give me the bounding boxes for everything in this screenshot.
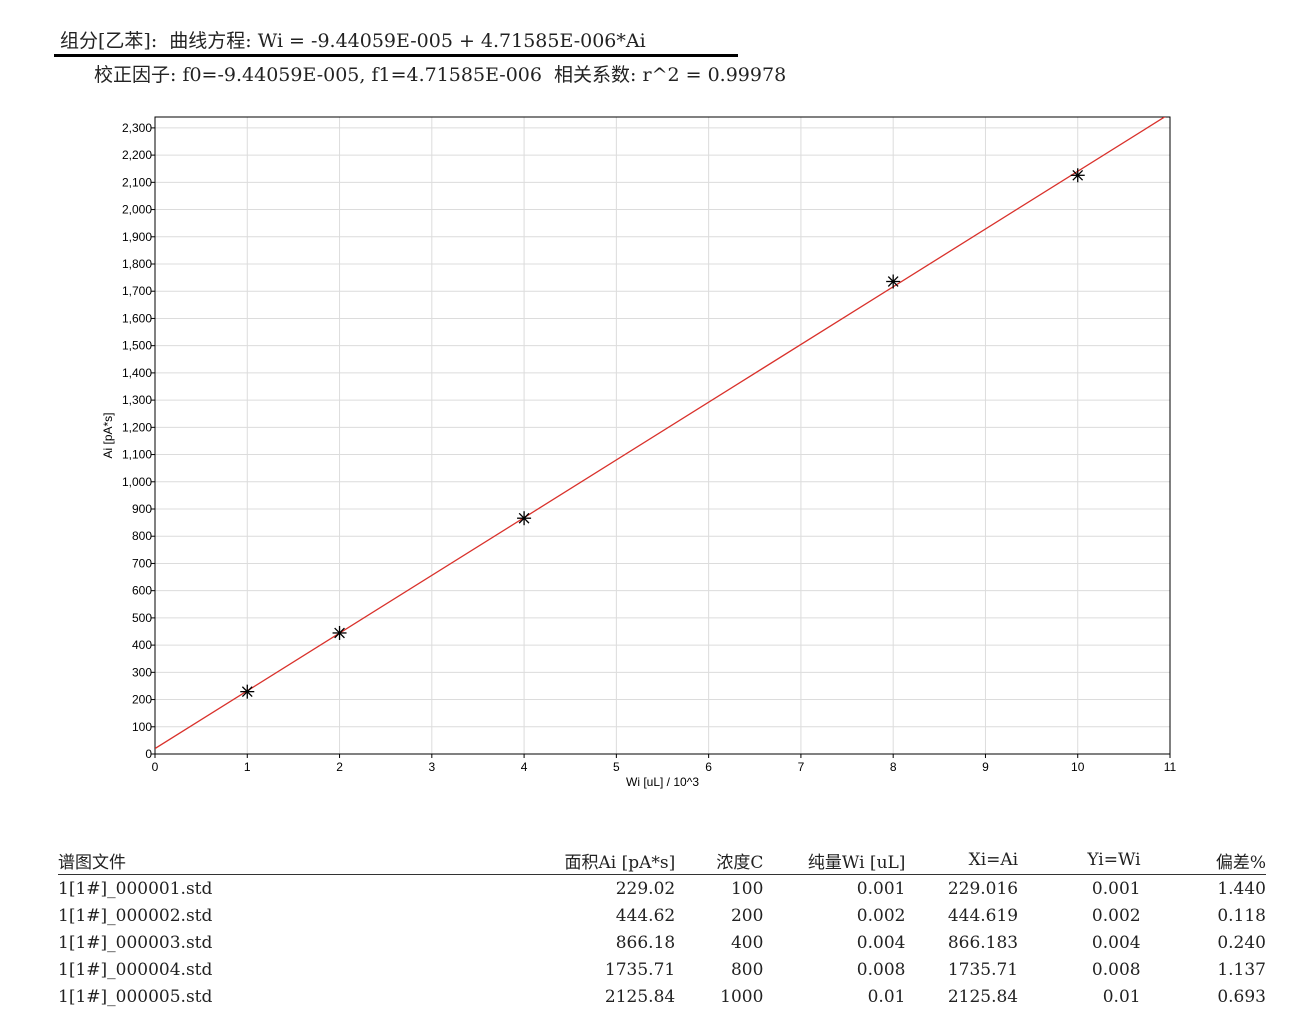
table-cell: 800 — [730, 959, 764, 980]
table-cell: 0.693 — [1217, 986, 1266, 1007]
table-cell: 0.004 — [1091, 932, 1141, 953]
x-tick-label: 11 — [1164, 760, 1177, 774]
x-tick-label: 7 — [798, 760, 805, 774]
table-cell: 0.01 — [867, 986, 906, 1007]
y-tick-label: 100 — [132, 720, 152, 734]
x-tick-label: 5 — [613, 760, 620, 774]
y-tick-label: 400 — [132, 638, 152, 652]
table-cell: 0.008 — [856, 959, 906, 980]
y-tick-label: 2,300 — [122, 121, 152, 135]
x-tick-label: 0 — [152, 760, 159, 774]
plot-frame — [154, 116, 1171, 755]
table-cell: 229.02 — [615, 878, 676, 899]
col-header-yi: Yi=Wi — [1087, 850, 1141, 870]
y-tick-label: 500 — [132, 611, 152, 625]
y-tick-label: 600 — [132, 584, 152, 598]
y-tick-label: 900 — [132, 502, 152, 516]
table-cell: 0.004 — [856, 932, 906, 953]
y-tick-label: 1,800 — [122, 257, 152, 271]
calibration-factors: 校正因子: f0=-9.44059E-005, f1=4.71585E-006 … — [94, 64, 787, 86]
table-cell: 0.240 — [1217, 932, 1266, 953]
col-header-deviation: 偏差% — [1215, 852, 1266, 873]
x-tick-label: 2 — [336, 760, 343, 774]
x-tick-label: 1 — [244, 760, 251, 774]
table-cell: 0.001 — [1091, 878, 1141, 899]
x-tick-label: 9 — [982, 760, 989, 774]
data-point — [332, 625, 347, 640]
x-tick-label: 8 — [890, 760, 897, 774]
table-cell: 100 — [730, 878, 764, 899]
table-cell: 0.01 — [1102, 986, 1141, 1007]
col-header-file: 谱图文件 — [58, 852, 126, 873]
table-cell: 229.016 — [947, 878, 1019, 899]
table-cell: 866.18 — [615, 932, 676, 953]
y-tick-label: 2,200 — [122, 148, 152, 162]
table-header: 谱图文件 面积Ai [pA*s] 浓度C 纯量Wi [uL] Xi=Ai Yi=… — [58, 846, 1266, 875]
y-tick-label: 1,200 — [122, 420, 152, 434]
y-tick-label: 2,000 — [122, 203, 152, 217]
table-cell: 866.183 — [947, 932, 1019, 953]
y-tick-label: 0 — [145, 747, 152, 761]
table-cell: 1735.71 — [947, 959, 1019, 980]
calibration-chart: 0 1 2 3 4 5 6 7 8 9 10 11 0 100 200 300 400 500 600 700 800 9… — [101, 116, 1177, 789]
x-axis-label: Wi [uL] / 10^3 — [626, 775, 699, 789]
col-header-xi: Xi=Ai — [968, 850, 1019, 870]
table-cell: 0.118 — [1217, 905, 1266, 926]
table-cell: 400 — [730, 932, 764, 953]
table-cell: 0.008 — [1091, 959, 1141, 980]
y-tick-label: 800 — [132, 529, 152, 543]
table-cell: 444.619 — [947, 905, 1019, 926]
table-cell: 1[1#]_000001.std — [58, 878, 213, 899]
table-cell: 2125.84 — [604, 986, 676, 1007]
table-cell: 2125.84 — [947, 986, 1019, 1007]
col-header-conc: 浓度C — [716, 852, 764, 873]
table-row: 1[1#]_000005.std 2125.84 1000 0.01 2125.84 0.… — [58, 983, 1266, 1010]
x-tick-label: 10 — [1071, 760, 1085, 774]
y-tick-label: 1,300 — [122, 393, 152, 407]
x-tick-label: 6 — [705, 760, 712, 774]
table-row: 1[1#]_000001.std 229.02 100 0.001 229.016 0.0… — [58, 875, 1266, 902]
y-axis-label: Ai [pA*s] — [101, 412, 115, 458]
y-tick-label: 1,000 — [122, 475, 152, 489]
table-cell: 0.002 — [856, 905, 906, 926]
table-cell: 1735.71 — [604, 959, 676, 980]
calibration-equation: 组分[乙苯]: 曲线方程: Wi = -9.44059E-005 + 4.715… — [60, 30, 646, 52]
y-tick-label: 700 — [132, 556, 152, 570]
data-point — [886, 274, 901, 289]
table-cell: 1[1#]_000004.std — [58, 959, 213, 980]
y-tick-label: 1,500 — [122, 339, 152, 353]
data-point — [517, 511, 532, 526]
table-cell: 1000 — [720, 986, 764, 1007]
table-cell: 1.440 — [1217, 878, 1266, 899]
fit-line — [155, 117, 1166, 750]
y-tick-label: 1,600 — [122, 311, 152, 325]
y-tick-label: 200 — [132, 693, 152, 707]
data-point — [1070, 168, 1085, 183]
y-tick-label: 1,100 — [122, 448, 152, 462]
y-tick-label: 1,400 — [122, 366, 152, 380]
table-cell: 200 — [730, 905, 764, 926]
y-tick-label: 1,900 — [122, 230, 152, 244]
table-cell: 0.001 — [856, 878, 906, 899]
header-divider — [54, 54, 738, 57]
table-cell: 0.002 — [1091, 905, 1141, 926]
table-row: 1[1#]_000004.std 1735.71 800 0.008 1735.71 0.… — [58, 956, 1266, 983]
table-row: 1[1#]_000003.std 866.18 400 0.004 866.183 0.0… — [58, 929, 1266, 956]
y-tick-label: 2,100 — [122, 175, 152, 189]
x-tick-label: 3 — [428, 760, 435, 774]
table-cell: 1[1#]_000002.std — [58, 905, 213, 926]
col-header-area: 面积Ai [pA*s] — [564, 852, 676, 873]
x-tick-label: 4 — [521, 760, 528, 774]
table-cell: 1[1#]_000003.std — [58, 932, 213, 953]
col-header-amount: 纯量Wi [uL] — [807, 852, 906, 873]
y-tick-label: 1,700 — [122, 284, 152, 298]
y-tick-label: 300 — [132, 665, 152, 679]
table-cell: 1[1#]_000005.std — [58, 986, 213, 1007]
calibration-table: 谱图文件 面积Ai [pA*s] 浓度C 纯量Wi [uL] Xi=Ai Yi=… — [58, 846, 1266, 1010]
table-row: 1[1#]_000002.std 444.62 200 0.002 444.619 0.0… — [58, 902, 1266, 929]
data-point — [240, 684, 255, 699]
table-cell: 444.62 — [615, 905, 676, 926]
table-cell: 1.137 — [1217, 959, 1266, 980]
